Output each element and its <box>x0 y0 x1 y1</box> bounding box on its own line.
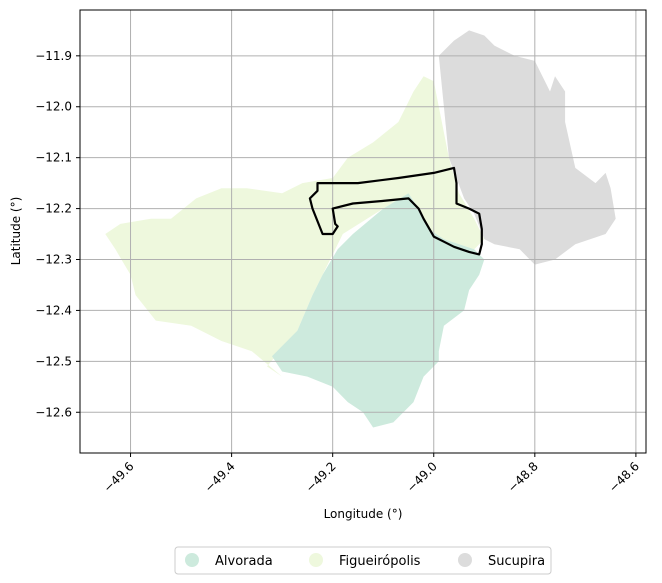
legend-item-sucupira: Sucupira <box>458 553 545 569</box>
legend-box <box>174 546 552 575</box>
legend-label-sucupira: Sucupira <box>488 554 545 569</box>
y-tick-label: −12.5 <box>35 354 72 368</box>
y-tick-label: −12.4 <box>35 303 72 317</box>
y-axis-label: Latitude (°) <box>9 197 23 266</box>
y-tick-label: −12.6 <box>35 405 72 419</box>
legend-marker-alvorada <box>185 553 199 567</box>
study-area-outline <box>308 166 483 256</box>
region-sucupira <box>438 30 616 265</box>
legend-label-figueiropolis: Figueirópolis <box>339 554 421 569</box>
y-tick-label: −12.0 <box>35 100 72 114</box>
legend-marker-figueiropolis <box>309 553 323 567</box>
axes-frame <box>79 9 647 454</box>
grid-layer <box>80 10 646 453</box>
y-tick-label: −12.1 <box>35 151 72 165</box>
legend-item-figueiropolis: Figueirópolis <box>309 553 421 569</box>
y-axis-ticks: −11.9 −12.0 −12.1 −12.2 −12.3 −12.4 −12.5 −12.6 <box>35 49 80 419</box>
y-tick-label: −12.2 <box>35 202 72 216</box>
legend-marker-sucupira <box>458 553 472 567</box>
y-tick-label: −12.3 <box>35 253 72 267</box>
legend: Alvorada Figueirópolis Sucupira <box>174 546 552 575</box>
y-tick-label: −11.9 <box>35 49 72 63</box>
region-figueiropolis <box>105 76 485 377</box>
x-axis-label: Longitude (°) <box>324 507 403 521</box>
plot-area <box>79 9 647 454</box>
legend-item-alvorada: Alvorada <box>185 553 273 569</box>
legend-label-alvorada: Alvorada <box>215 554 273 569</box>
